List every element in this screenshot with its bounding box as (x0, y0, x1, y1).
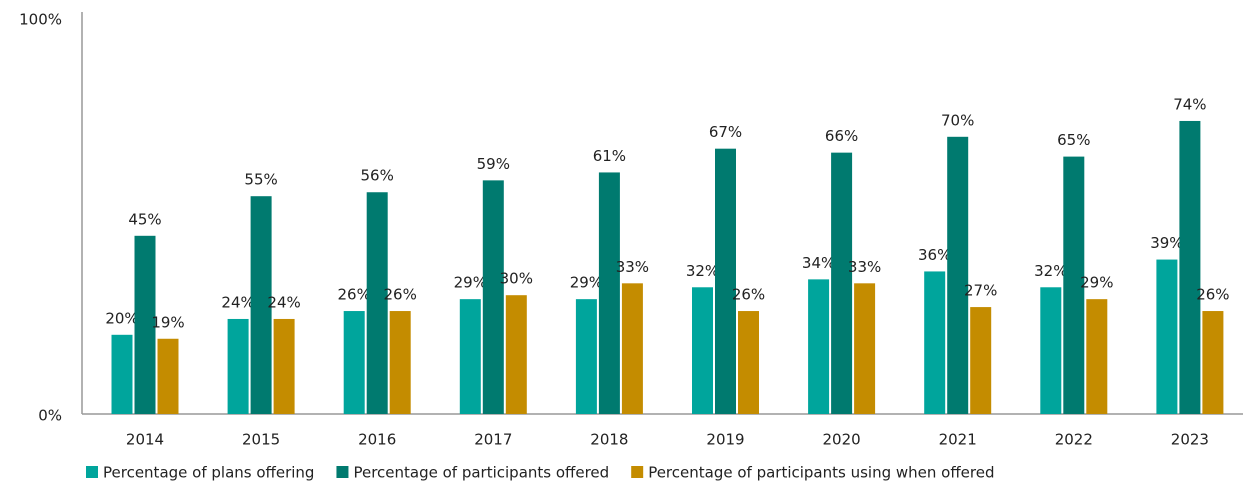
bar (970, 307, 992, 414)
data-label: 29% (570, 274, 603, 292)
x-tick-label: 2019 (706, 431, 744, 449)
data-label: 65% (1057, 131, 1090, 149)
bar (924, 271, 946, 414)
legend-swatch (336, 466, 349, 478)
data-label: 36% (918, 246, 951, 264)
data-label: 55% (244, 171, 277, 189)
legend-label: Percentage of participants using when of… (648, 464, 994, 482)
bar (738, 311, 759, 414)
bar (482, 180, 504, 414)
bar (505, 295, 527, 414)
data-label: 34% (802, 254, 835, 272)
x-tick-label: 2016 (358, 431, 396, 449)
data-label: 39% (1150, 234, 1183, 252)
data-label: 59% (477, 155, 510, 173)
data-label: 20% (105, 309, 138, 327)
bar (808, 279, 830, 414)
data-label: 29% (1080, 274, 1113, 292)
data-label: 19% (151, 313, 184, 331)
x-tick-label: 2015 (242, 431, 280, 449)
x-tick-label: 2020 (823, 431, 861, 449)
data-label: 32% (1034, 262, 1067, 280)
bar (947, 136, 969, 415)
bar (575, 299, 597, 414)
bar (389, 311, 411, 414)
bar (1040, 287, 1062, 414)
legend-swatch (631, 466, 644, 478)
data-label: 61% (593, 147, 626, 165)
x-tick-label: 2014 (126, 431, 164, 449)
bar (1063, 156, 1085, 414)
data-label: 27% (964, 282, 997, 300)
data-label: 26% (1196, 286, 1229, 304)
x-tick-label: 2022 (1055, 431, 1093, 449)
y-tick-label: 100% (19, 11, 62, 29)
x-tick-label: 2021 (939, 431, 977, 449)
data-label: 24% (221, 293, 254, 311)
data-label: 66% (825, 127, 858, 145)
data-label: 24% (267, 293, 300, 311)
bar (1202, 311, 1224, 414)
bar (134, 235, 156, 414)
legend-label: Percentage of plans offering (103, 464, 314, 482)
bar (111, 334, 133, 414)
data-label: 45% (128, 210, 161, 228)
bar (250, 196, 272, 414)
bar (692, 287, 713, 414)
x-tick-label: 2018 (590, 431, 628, 449)
bar (1086, 299, 1108, 414)
y-tick-label: 0% (38, 407, 62, 425)
data-label: 30% (500, 270, 533, 288)
data-label: 26% (732, 286, 765, 304)
data-label: 56% (361, 167, 394, 185)
legend-label: Percentage of participants offered (353, 464, 609, 482)
bar (273, 318, 295, 414)
bar (157, 338, 179, 414)
bar (831, 152, 853, 414)
data-label: 26% (338, 286, 371, 304)
data-label: 29% (454, 274, 487, 292)
data-label: 33% (616, 258, 649, 276)
data-label: 67% (709, 123, 742, 141)
bar (1156, 259, 1178, 414)
data-label: 74% (1173, 95, 1206, 113)
data-label: 32% (686, 262, 719, 280)
x-tick-label: 2017 (474, 431, 512, 449)
legend-swatch (86, 466, 98, 478)
bar (459, 299, 481, 414)
bar (621, 283, 643, 414)
data-label: 26% (384, 286, 417, 304)
bar (227, 318, 249, 414)
bar (366, 192, 388, 414)
bar (715, 148, 736, 414)
x-tick-label: 2023 (1171, 431, 1209, 449)
data-label: 70% (941, 111, 974, 129)
bar (854, 283, 876, 414)
bar (1179, 120, 1201, 415)
bar (343, 311, 365, 414)
bar (598, 172, 620, 414)
data-label: 33% (848, 258, 881, 276)
